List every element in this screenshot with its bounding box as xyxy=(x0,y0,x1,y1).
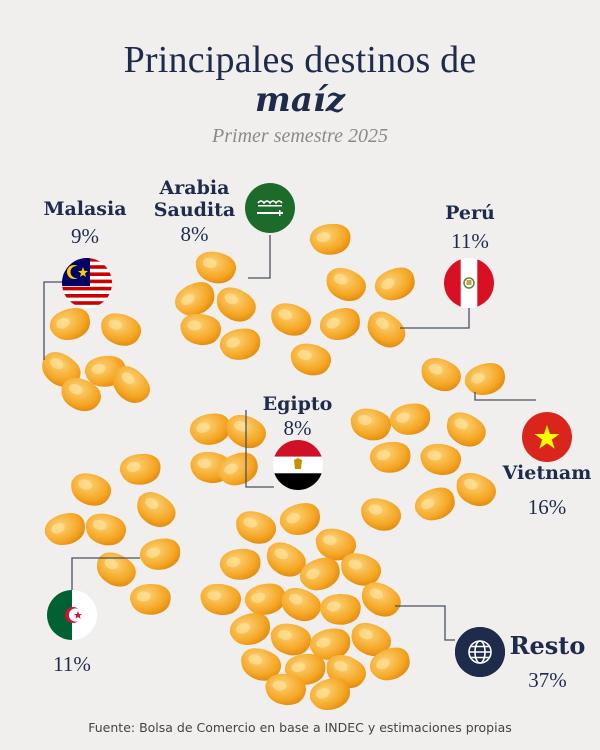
corn-kernel xyxy=(200,583,242,616)
corn-kernel xyxy=(369,647,410,681)
egypt-flag-icon xyxy=(273,440,323,490)
connector-malasia xyxy=(43,281,62,360)
peru-flag-icon xyxy=(444,258,494,308)
corn-kernel xyxy=(309,628,351,660)
corn-kernel xyxy=(319,308,360,341)
pct-argelia: 11% xyxy=(53,652,91,676)
corn-kernel xyxy=(137,491,176,528)
corn-kernel xyxy=(189,413,231,445)
label-egipto: Egipto xyxy=(262,393,333,415)
corn-kernel xyxy=(326,267,366,302)
corn-kernel xyxy=(236,511,277,544)
corn-kernel xyxy=(367,311,406,348)
corn-kernel xyxy=(281,587,321,622)
pct-malasia: 9% xyxy=(71,224,99,248)
corn-kernel xyxy=(266,542,306,577)
label-arabia-line1: Arabia xyxy=(159,177,230,199)
corn-kernel xyxy=(85,513,127,546)
corn-kernel xyxy=(119,453,161,485)
corn-kernel xyxy=(101,313,142,346)
corn-kernel xyxy=(271,303,312,336)
corn-kernel xyxy=(195,251,237,284)
label-vietnam: Vietnam xyxy=(502,462,592,484)
pct-vietnam: 16% xyxy=(527,495,567,519)
corn-kernel xyxy=(217,452,258,486)
vietnam-flag-icon xyxy=(522,412,572,462)
corn-kernel xyxy=(456,472,496,507)
pct-arabia-saudita: 8% xyxy=(180,222,209,246)
corn-kernel xyxy=(129,584,171,615)
label-malasia: Malasia xyxy=(43,198,127,220)
corn-kernel xyxy=(361,582,401,617)
corn-kernel xyxy=(374,267,415,301)
corn-kernel xyxy=(49,308,90,341)
pct-egipto: 8% xyxy=(283,416,312,440)
corn-kernel xyxy=(139,538,181,570)
corn-kernel xyxy=(229,613,270,646)
connector-argelia xyxy=(71,557,140,590)
corn-kernel xyxy=(290,343,332,376)
corn-kernel xyxy=(446,412,486,447)
pct-resto: 37% xyxy=(528,668,567,692)
malaysia-flag-icon xyxy=(62,258,112,308)
corn-kernel xyxy=(96,552,136,587)
corn-kernel xyxy=(112,366,150,403)
corn-kernel xyxy=(319,594,361,625)
connector-resto xyxy=(395,605,455,641)
corn-kernel xyxy=(241,648,282,681)
globe-icon xyxy=(455,627,505,677)
connector-vietnam xyxy=(474,392,536,401)
source-note: Fuente: Bolsa de Comercio en base a INDE… xyxy=(88,720,512,735)
corn-kernel xyxy=(414,487,455,521)
corn-kernel xyxy=(44,513,85,546)
corn-kernel xyxy=(315,528,357,561)
corn-kernel xyxy=(175,281,215,316)
corn-kernel xyxy=(279,503,320,536)
page-title: Principales destinos de xyxy=(123,39,477,81)
algeria-flag-icon xyxy=(47,590,97,640)
corn-kernel xyxy=(219,328,261,360)
corn-kernel xyxy=(350,408,392,441)
label-peru: Perú xyxy=(445,202,495,224)
corn-kernel xyxy=(219,548,261,580)
corn-kernel xyxy=(351,622,391,657)
corn-kernel xyxy=(180,313,222,346)
corn-kernel xyxy=(369,441,411,473)
corn-kernel xyxy=(421,357,461,392)
corn-kernel xyxy=(299,557,340,591)
corn-kernel xyxy=(270,623,312,656)
label-resto: Resto xyxy=(509,631,586,660)
label-arabia-line2: Saudita xyxy=(153,199,236,221)
corn-kernel xyxy=(61,377,101,412)
page-title-emphasis: maíz xyxy=(254,80,346,120)
label-arabia-saudita: Arabia Saudita xyxy=(142,177,247,221)
corn-kernel xyxy=(309,678,350,711)
corn-kernel xyxy=(341,553,382,586)
corn-kernel xyxy=(464,363,505,396)
connector-arabia xyxy=(248,235,271,279)
connector-egipto xyxy=(245,410,274,488)
corn-kernel xyxy=(389,403,431,435)
connector-peru xyxy=(400,302,470,329)
corn-kernel xyxy=(309,223,351,255)
corn-kernel xyxy=(420,443,462,476)
corn-kernel xyxy=(71,473,112,506)
corn-kernel xyxy=(265,673,307,706)
corn-kernel xyxy=(244,583,286,615)
corn-kernel xyxy=(216,287,256,322)
page-subtitle: Primer semestre 2025 xyxy=(212,125,388,147)
pct-peru: 11% xyxy=(451,229,489,253)
saudi-arabia-flag-icon xyxy=(245,183,295,233)
corn-kernel xyxy=(361,498,402,531)
